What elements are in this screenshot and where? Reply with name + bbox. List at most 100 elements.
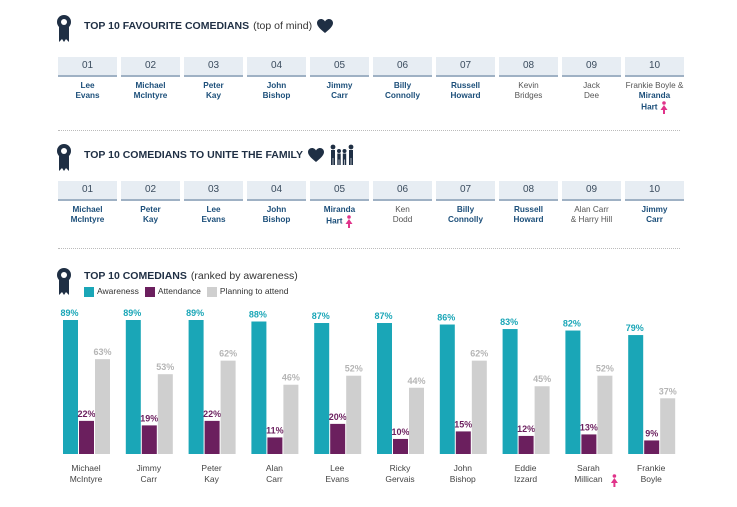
- category-label: John: [454, 463, 473, 473]
- rank-cell: 02 Peter Kay: [121, 181, 180, 228]
- rank-name: Jack Dee: [562, 81, 621, 101]
- bar-planning-to-attend: [220, 360, 236, 454]
- rank-name: Ken Dodd: [373, 205, 432, 225]
- rank-name: Frankie Boyle & Miranda Hart: [625, 81, 684, 114]
- data-label: 53%: [156, 362, 174, 372]
- rank-name-line: Hart: [310, 215, 369, 228]
- rank-name-line: & Harry Hill: [570, 215, 613, 224]
- rank-name: Peter Kay: [121, 205, 180, 225]
- data-label: 15%: [454, 419, 472, 429]
- rank-cell: 03 Peter Kay: [184, 57, 243, 114]
- category-label: Evans: [325, 474, 349, 484]
- rank-name-line: John: [266, 81, 287, 90]
- category-label: Ricky: [390, 463, 412, 473]
- rank-name: John Bishop: [247, 205, 306, 225]
- rank-name-line: Dodd: [392, 215, 413, 224]
- category-label: Gervais: [385, 474, 414, 484]
- rank-name-line: Evans: [75, 91, 100, 100]
- rank-number: 09: [562, 57, 621, 77]
- data-label: 79%: [626, 323, 644, 333]
- rank-cell: 09 Alan Carr & Harry Hill: [562, 181, 621, 228]
- rank-name-line: Kay: [205, 91, 222, 100]
- rank-name-line: Kevin: [518, 81, 539, 90]
- data-label: 19%: [140, 413, 158, 423]
- rank-name: Jimmy Carr: [310, 81, 369, 101]
- category-label: Carr: [141, 474, 158, 484]
- bar-planning-to-attend: [157, 374, 173, 454]
- rosette-icon: [57, 144, 71, 171]
- rank-name-line: Jack: [583, 81, 600, 90]
- rank-number: 01: [58, 181, 117, 201]
- heart-icon: [307, 148, 324, 162]
- rank-number: 09: [562, 181, 621, 201]
- rank-number: 05: [310, 181, 369, 201]
- data-label: 89%: [60, 308, 78, 318]
- bar-awareness: [628, 335, 644, 454]
- family-title: TOP 10 COMEDIANS TO UNITE THE FAMILY: [84, 144, 355, 166]
- rank-name-line: Michael: [135, 81, 166, 90]
- rank-name: Miranda Hart: [310, 205, 369, 228]
- data-label: 87%: [312, 311, 330, 321]
- rank-number: 01: [58, 57, 117, 77]
- rank-name-line: Howard: [513, 215, 544, 224]
- bar-awareness: [439, 324, 455, 454]
- rank-name-line: Billy: [456, 205, 475, 214]
- rank-number: 04: [247, 57, 306, 77]
- bar-planning-to-attend: [534, 386, 550, 454]
- awareness-title: TOP 10 COMEDIANS (ranked by awareness): [84, 270, 298, 282]
- data-label: 83%: [500, 317, 518, 327]
- rank-name: Peter Kay: [184, 81, 243, 101]
- category-label: Boyle: [641, 474, 663, 484]
- rank-name-line: Frankie Boyle &: [625, 81, 684, 90]
- category-label: Alan: [266, 463, 283, 473]
- bar-awareness: [502, 329, 518, 454]
- rank-name-line: Bishop: [262, 215, 291, 224]
- category-label: Sarah: [577, 463, 600, 473]
- rank-cell: 07 Billy Connolly: [436, 181, 495, 228]
- rank-name-line: Miranda: [323, 205, 356, 214]
- data-label: 63%: [93, 347, 111, 357]
- bar-attendance: [518, 435, 534, 454]
- category-label: Jimmy: [137, 463, 162, 473]
- rank-name-line: Evans: [201, 215, 226, 224]
- rank-name: John Bishop: [247, 81, 306, 101]
- rank-name-line: Billy: [393, 81, 412, 90]
- rank-cell: 04 John Bishop: [247, 181, 306, 228]
- family-icon: [330, 144, 354, 165]
- rank-name-line: Peter: [140, 205, 161, 214]
- favourite-title: TOP 10 FAVOURITE COMEDIANS (top of mind): [84, 18, 334, 34]
- data-label: 13%: [580, 422, 598, 432]
- rank-name-line: Kay: [142, 215, 159, 224]
- rank-name-line: Jimmy: [326, 81, 353, 90]
- bar-planning-to-attend: [409, 387, 424, 454]
- rank-name-line: Dee: [583, 91, 600, 100]
- rank-cell: 03 Lee Evans: [184, 181, 243, 228]
- rank-cell: 08 Kevin Bridges: [499, 57, 558, 114]
- bar-attendance: [204, 420, 220, 454]
- legend-planning: Planning to attend: [206, 286, 288, 297]
- data-label: 37%: [659, 386, 677, 396]
- bar-planning-to-attend: [346, 375, 362, 454]
- rank-name: Lee Evans: [184, 205, 243, 225]
- rank-name-line: Connolly: [447, 215, 484, 224]
- rank-name-line: Jimmy: [641, 205, 668, 214]
- bar-planning-to-attend: [660, 398, 676, 454]
- data-label: 11%: [266, 425, 284, 435]
- rank-name-line: Carr: [331, 91, 348, 100]
- rank-number: 04: [247, 181, 306, 201]
- category-label: Lee: [330, 463, 344, 473]
- rank-number: 05: [310, 57, 369, 77]
- category-label: Bishop: [450, 474, 476, 484]
- category-label: Kay: [204, 474, 219, 484]
- rank-cell: 01 Lee Evans: [58, 57, 117, 114]
- data-label: 10%: [391, 427, 409, 437]
- rank-name-line: Carr: [646, 215, 663, 224]
- legend-awareness: Awareness: [84, 286, 139, 297]
- rank-name-line: Ken: [395, 205, 410, 214]
- rank-name: Kevin Bridges: [499, 81, 558, 101]
- rank-name: Russell Howard: [499, 205, 558, 225]
- bar-attendance: [141, 425, 157, 454]
- bar-planning-to-attend: [283, 384, 299, 454]
- rank-name-line: McIntyre: [70, 215, 105, 224]
